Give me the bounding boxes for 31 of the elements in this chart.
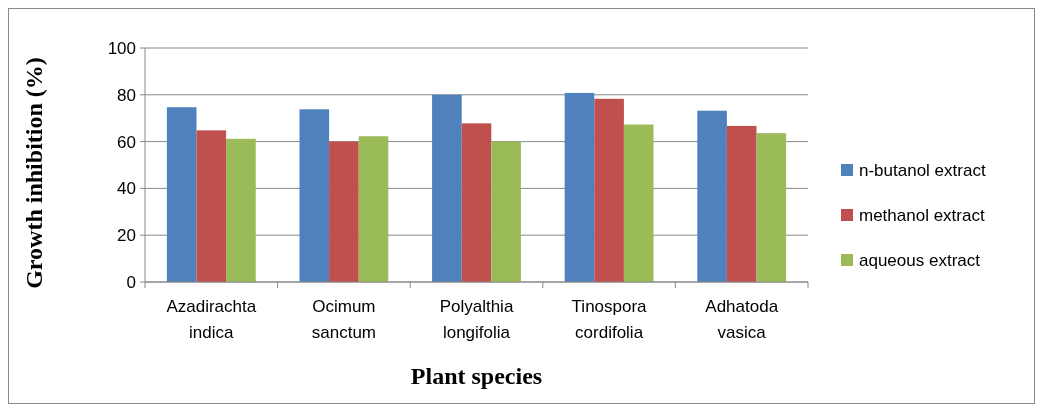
bar xyxy=(697,110,727,282)
y-tick-label: 20 xyxy=(117,226,136,246)
bar xyxy=(491,141,521,282)
y-tick-label: 60 xyxy=(117,132,136,152)
bar xyxy=(756,133,787,282)
x-tick-label: Polyalthia longifolia xyxy=(439,297,514,342)
x-tick-label: Ocimum sanctum xyxy=(311,297,377,342)
y-tick-label: 40 xyxy=(117,179,136,199)
bar xyxy=(432,94,462,282)
y-tick-label: 80 xyxy=(117,85,136,105)
bar xyxy=(166,107,197,282)
y-axis-title: Growth inhibition (%) xyxy=(21,57,47,289)
bar xyxy=(594,98,624,282)
bar xyxy=(196,130,227,282)
x-axis-title: Plant species xyxy=(410,363,543,389)
bar xyxy=(329,141,359,282)
legend-label: aqueous extract xyxy=(859,250,981,270)
bar xyxy=(726,125,757,282)
x-tick-label: Tinospora cordifolia xyxy=(571,297,648,342)
bar xyxy=(358,136,389,282)
legend-label: methanol extract xyxy=(859,205,985,225)
bar xyxy=(623,124,654,282)
bar xyxy=(226,138,256,282)
bar xyxy=(299,109,330,282)
bar xyxy=(564,92,595,282)
x-tick-label: Azadirachta indica xyxy=(166,297,257,342)
x-tick-label: Adhatoda vasica xyxy=(705,297,779,342)
y-tick-label: 100 xyxy=(107,38,136,58)
legend-label: n-butanol extract xyxy=(859,160,986,180)
y-tick-label: 0 xyxy=(126,272,136,292)
bar xyxy=(461,123,492,282)
